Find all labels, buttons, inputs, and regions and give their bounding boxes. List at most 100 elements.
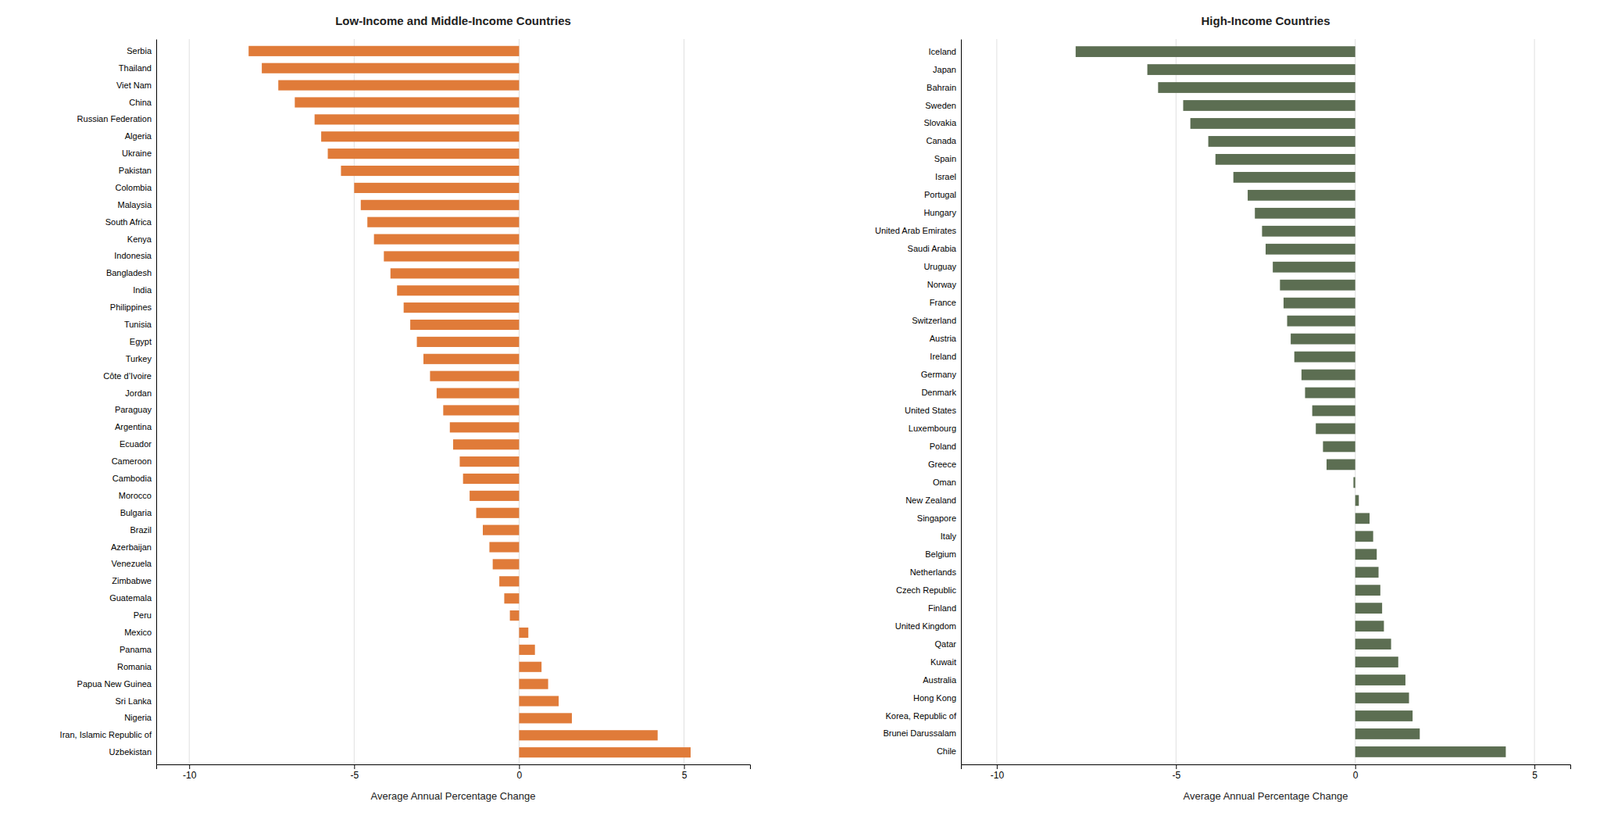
bar <box>360 200 520 211</box>
bar <box>1261 225 1355 237</box>
bars <box>248 46 691 758</box>
bar <box>1190 117 1356 129</box>
category-label: Russian Federation <box>77 114 152 124</box>
category-tick: Bahrain <box>926 82 957 93</box>
category-tick: Thailand <box>118 63 152 73</box>
category-label: Sri Lanka <box>115 696 153 706</box>
tick: 0 <box>1353 764 1359 781</box>
category-tick: Ukraine <box>121 148 152 158</box>
bar <box>367 217 519 228</box>
category-label: Uzbekistan <box>109 746 152 757</box>
category-label: South Africa <box>105 217 153 227</box>
category-label: United Kingdom <box>895 621 957 631</box>
category-tick: Uruguay <box>923 261 957 272</box>
category-tick: Mexico <box>124 627 152 637</box>
bar <box>492 558 520 569</box>
bar <box>489 541 519 552</box>
category-label: Korea, Republic of <box>885 710 958 721</box>
category-label: Tunisia <box>124 319 153 329</box>
category-tick: Indonesia <box>114 250 153 261</box>
bar <box>459 456 519 467</box>
category-tick: India <box>132 285 153 295</box>
bar <box>417 336 520 347</box>
tick-mark <box>518 764 520 769</box>
tick: 5 <box>1532 764 1538 781</box>
bar <box>1215 153 1356 165</box>
tick-mark <box>1175 764 1177 769</box>
bar <box>340 165 519 176</box>
category-label: Ukraine <box>121 148 152 158</box>
category-label: Egypt <box>129 336 152 347</box>
bar <box>390 267 520 279</box>
category-label: Malaysia <box>117 200 153 210</box>
bar <box>1312 405 1356 417</box>
category-tick: Switzerland <box>911 315 957 325</box>
bar <box>1355 548 1378 560</box>
category-tick: South Africa <box>105 217 153 227</box>
category-label: United States <box>904 405 958 415</box>
category-label: Cameroon <box>111 456 152 466</box>
bar <box>436 387 520 398</box>
category-label: Singapore <box>917 513 957 523</box>
category-tick: Canada <box>925 135 957 146</box>
axis-line <box>157 764 751 770</box>
category-tick: Belgium <box>925 549 957 559</box>
bar <box>1355 728 1421 740</box>
category-label: Norway <box>927 279 958 290</box>
bar <box>261 63 519 74</box>
bar <box>1208 135 1356 147</box>
bar <box>1322 441 1355 453</box>
category-tick: France <box>929 297 957 308</box>
category-tick: Iceland <box>928 46 957 57</box>
bar <box>1182 100 1355 111</box>
category-label: Portugal <box>924 189 957 200</box>
tick-mark <box>1355 764 1357 769</box>
bar <box>1355 566 1379 578</box>
y-axis: SerbiaThailandViet NamChinaRussian Feder… <box>60 39 158 765</box>
category-label: Switzerland <box>911 315 957 325</box>
axis-line <box>961 764 1572 770</box>
category-tick: Australia <box>922 675 958 685</box>
bar <box>450 421 520 433</box>
category-tick: Qatar <box>934 639 957 649</box>
bar <box>1301 369 1356 381</box>
category-tick: Ireland <box>929 351 957 361</box>
category-label: Algeria <box>125 131 153 141</box>
category-tick: Chile <box>936 746 957 756</box>
bar <box>1287 315 1356 327</box>
bar <box>1247 189 1356 201</box>
bar <box>328 148 520 159</box>
bar <box>518 661 542 672</box>
bar <box>1355 584 1381 596</box>
bar <box>278 80 519 91</box>
category-tick: Sri Lanka <box>115 696 153 706</box>
category-label: Bangladesh <box>106 267 152 278</box>
bar <box>321 131 519 142</box>
category-label: Italy <box>940 531 958 541</box>
tick-mark <box>684 764 686 769</box>
tick-label: 0 <box>1353 769 1359 781</box>
bar <box>353 182 519 193</box>
category-label: Panama <box>119 644 153 654</box>
category-label: Morocco <box>118 490 152 500</box>
category-label: Thailand <box>118 63 152 73</box>
category-tick: Norway <box>927 279 958 290</box>
category-label: Serbia <box>126 46 153 56</box>
category-tick: Algeria <box>125 131 153 141</box>
category-tick: Guatemala <box>109 592 153 603</box>
bar <box>1355 620 1385 632</box>
bar <box>482 525 519 536</box>
category-label: Indonesia <box>114 250 153 261</box>
grid-line <box>683 39 685 765</box>
category-label: Luxembourg <box>908 423 957 433</box>
tick: -10 <box>182 764 197 781</box>
category-label: Sweden <box>925 100 957 111</box>
axis-line <box>156 39 158 765</box>
category-label: Ecuador <box>119 439 152 449</box>
tick: -5 <box>350 764 359 781</box>
bar <box>403 302 520 313</box>
category-tick: Japan <box>932 64 957 75</box>
bar <box>1265 243 1356 255</box>
category-tick: Korea, Republic of <box>885 710 958 721</box>
category-tick: Tunisia <box>124 319 153 329</box>
